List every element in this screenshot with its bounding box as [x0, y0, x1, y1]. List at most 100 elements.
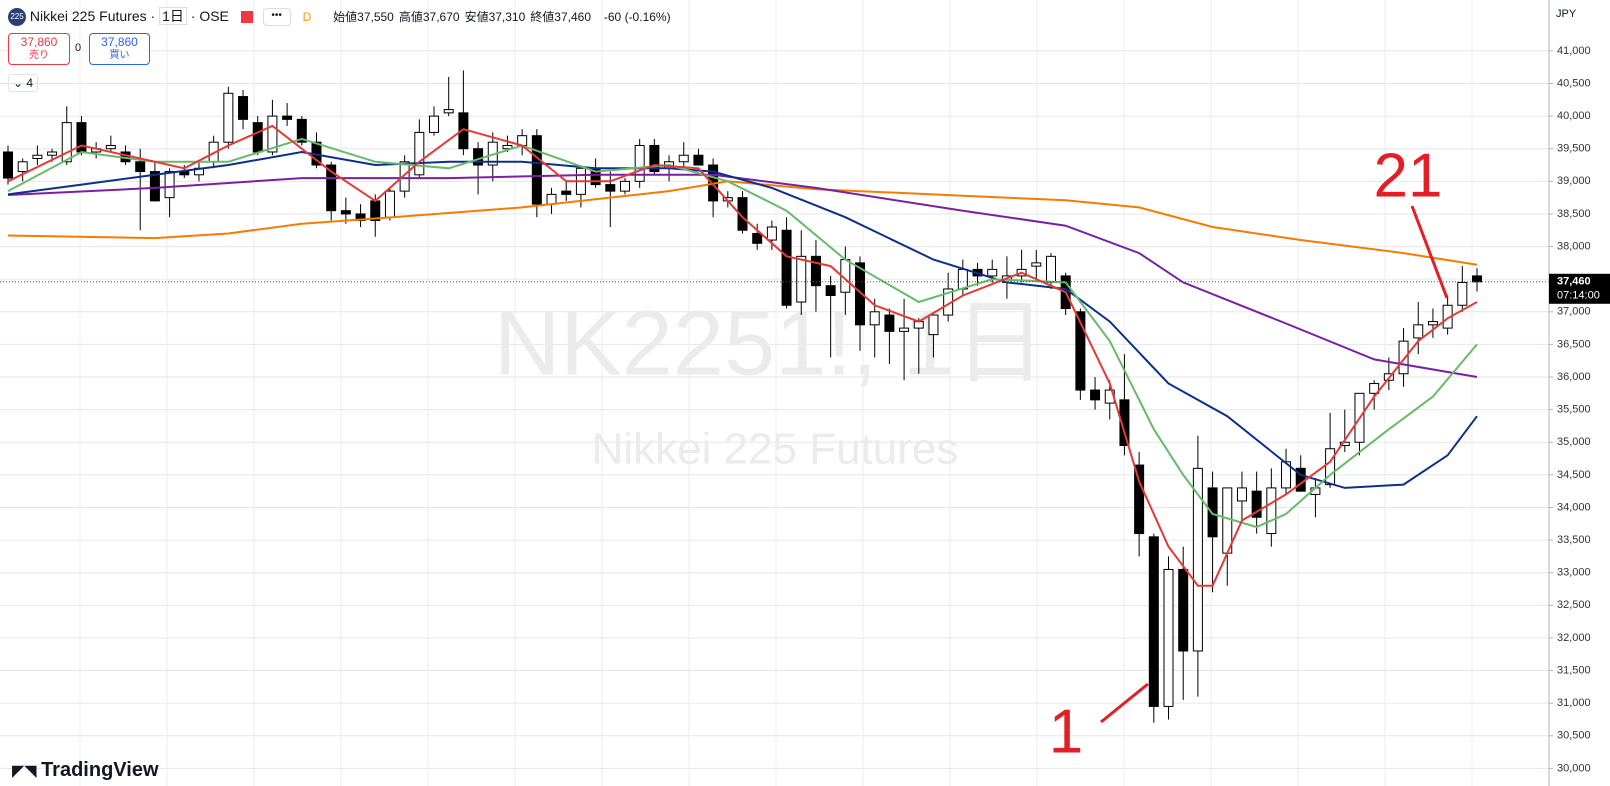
y-tick-label: 38,000 [1557, 240, 1591, 252]
candle-body [238, 96, 249, 120]
exchange: OSE [199, 8, 229, 24]
symbol-name[interactable]: Nikkei 225 Futures [29, 8, 147, 24]
candle-body [928, 314, 939, 336]
symbol-icon: 225 [8, 8, 26, 27]
candle-body [1369, 383, 1380, 394]
y-tick-label: 40,500 [1557, 77, 1591, 89]
buy-price: 37,860 [101, 35, 138, 49]
interval[interactable]: 1日 [159, 7, 187, 25]
buy-button[interactable]: 37,860 買い [89, 33, 150, 65]
candle-body [796, 255, 807, 303]
candle-body [825, 285, 836, 296]
indicators-count: 4 [26, 76, 34, 90]
candle-body [899, 327, 910, 332]
buy-label: 買い [109, 50, 130, 61]
sell-price: 37,860 [20, 35, 58, 49]
candle-body [1266, 487, 1277, 535]
candle-body [282, 115, 293, 120]
ohlc-value: 37,670 [422, 10, 460, 24]
y-tick-label: 31,500 [1557, 664, 1591, 676]
candle-body [17, 161, 28, 173]
candle-body [884, 314, 895, 332]
candle-body [1236, 487, 1247, 502]
candle-body [32, 154, 43, 160]
y-tick-label: 36,000 [1557, 371, 1591, 383]
candle-body [1163, 568, 1174, 707]
candle-body [1251, 490, 1262, 518]
y-tick-label: 33,000 [1557, 567, 1591, 579]
candle-body [1075, 311, 1086, 391]
ohlc-value: 37,550 [357, 10, 394, 24]
y-tick-label: 34,500 [1557, 469, 1591, 481]
candle-body [737, 197, 748, 231]
candle-body [752, 233, 763, 244]
ma-line [7, 180, 1478, 266]
annotation: 21 [1374, 141, 1443, 210]
candle-body [340, 210, 351, 215]
more-button[interactable]: ••• [262, 8, 291, 27]
candle-body [326, 164, 337, 212]
candle-body [531, 135, 542, 205]
candle-body [634, 144, 645, 182]
annotation-arrow [1100, 682, 1149, 724]
annotation: 1 [1049, 697, 1083, 766]
candle-body [47, 151, 58, 156]
candle-body [135, 161, 146, 173]
ohlc-label: 高値 [398, 10, 423, 24]
candle-body [605, 184, 616, 192]
candle-body [810, 255, 821, 287]
y-tick-label: 34,000 [1557, 501, 1591, 513]
candle-body [267, 115, 278, 153]
y-tick-label: 32,000 [1557, 632, 1591, 644]
candle-body [3, 151, 13, 179]
watermark-name: Nikkei 225 Futures [592, 425, 959, 474]
sell-label: 売り [29, 50, 49, 61]
candle-body [429, 115, 440, 133]
ohlc-label: 終値 [530, 10, 555, 24]
candle-body [502, 144, 513, 150]
y-tick-label: 32,500 [1557, 599, 1591, 611]
candle-body [414, 131, 425, 176]
ma-line [7, 137, 1478, 529]
y-tick-label: 31,000 [1557, 697, 1591, 709]
ohlc-values: 始値37,550 高値37,670 安値37,310 終値37,460 [333, 10, 596, 24]
flag-icon[interactable] [240, 11, 253, 24]
symbol-header: 225 Nikkei 225 Futures · 1日 · OSE ••• D … [8, 6, 671, 27]
candle-body [1325, 448, 1336, 486]
last-price-box [1549, 273, 1610, 304]
candle-body [855, 262, 866, 326]
y-tick-label: 33,500 [1557, 534, 1591, 546]
candle-body [399, 161, 410, 192]
sell-button[interactable]: 37,860 売り [8, 33, 70, 65]
y-tick-label: 38,500 [1557, 208, 1591, 220]
countdown: 07:14:00 [1557, 290, 1600, 302]
candle-body [1457, 281, 1468, 306]
logo-text: TradingView [41, 759, 159, 781]
candle-body [1148, 536, 1159, 707]
candle-body [164, 171, 175, 199]
candle-body [1339, 441, 1350, 447]
currency[interactable]: JPY [1556, 8, 1577, 20]
watermark-symbol: NK2251!, 1日 [494, 292, 1046, 394]
y-tick-label: 39,000 [1557, 175, 1591, 187]
y-tick-label: 36,500 [1557, 338, 1591, 350]
candle-body [619, 180, 630, 192]
candle-body [1398, 340, 1409, 375]
candle-body [105, 144, 116, 150]
ohlc-value: 37,460 [554, 10, 591, 24]
candle-body [1281, 461, 1292, 489]
candle-body [766, 226, 777, 241]
indicators-toggle[interactable]: ⌄ 4 [8, 74, 39, 92]
candle-body [546, 193, 557, 205]
candle-body [1045, 255, 1056, 283]
last-price-label: 37,460 [1557, 276, 1591, 288]
ma-line [7, 124, 1478, 587]
annotation-arrow [1410, 205, 1449, 299]
candle-body [1134, 464, 1145, 535]
candle-body [1427, 321, 1438, 326]
change: -60 (-0.16%) [603, 10, 671, 24]
y-tick-label: 35,000 [1557, 436, 1591, 448]
y-tick-label: 35,500 [1557, 404, 1591, 416]
